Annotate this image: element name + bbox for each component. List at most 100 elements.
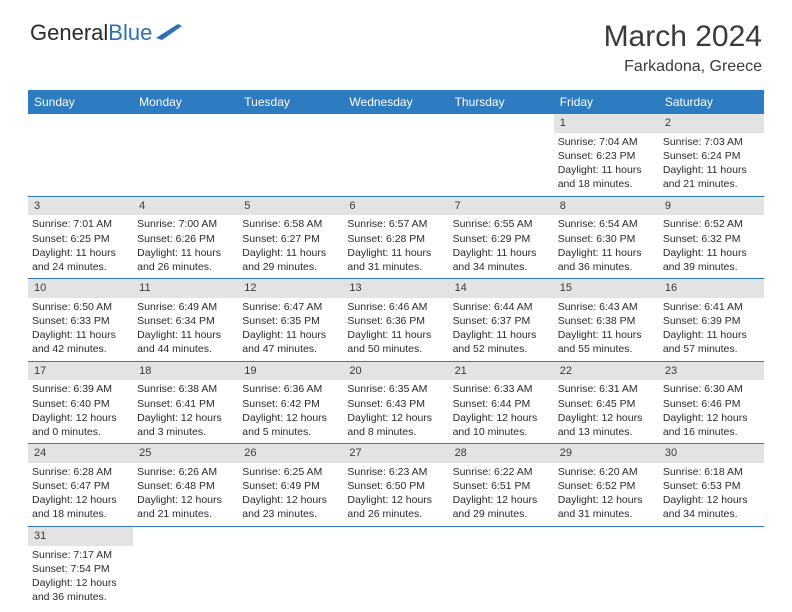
- daylight-text: Daylight: 11 hours and 55 minutes.: [558, 328, 655, 356]
- day-body: Sunrise: 6:31 AMSunset: 6:45 PMDaylight:…: [554, 380, 659, 443]
- day-number: 9: [659, 197, 764, 216]
- sunrise-text: Sunrise: 6:44 AM: [453, 300, 550, 314]
- calendar-cell: 16Sunrise: 6:41 AMSunset: 6:39 PMDayligh…: [659, 279, 764, 362]
- daylight-text: Daylight: 12 hours and 3 minutes.: [137, 411, 234, 439]
- sunset-text: Sunset: 6:51 PM: [453, 479, 550, 493]
- sunrise-text: Sunrise: 7:01 AM: [32, 217, 129, 231]
- sunset-text: Sunset: 6:43 PM: [347, 397, 444, 411]
- calendar-cell: 15Sunrise: 6:43 AMSunset: 6:38 PMDayligh…: [554, 279, 659, 362]
- calendar-row: 17Sunrise: 6:39 AMSunset: 6:40 PMDayligh…: [28, 361, 764, 444]
- calendar-cell: 24Sunrise: 6:28 AMSunset: 6:47 PMDayligh…: [28, 444, 133, 527]
- day-body: [449, 546, 554, 552]
- day-number: 31: [28, 527, 133, 546]
- calendar-cell: [133, 114, 238, 196]
- sunrise-text: Sunrise: 6:46 AM: [347, 300, 444, 314]
- daylight-text: Daylight: 12 hours and 26 minutes.: [347, 493, 444, 521]
- daylight-text: Daylight: 11 hours and 24 minutes.: [32, 246, 129, 274]
- daylight-text: Daylight: 12 hours and 23 minutes.: [242, 493, 339, 521]
- location-label: Farkadona, Greece: [604, 58, 762, 76]
- calendar-cell: 13Sunrise: 6:46 AMSunset: 6:36 PMDayligh…: [343, 279, 448, 362]
- day-body: Sunrise: 7:17 AMSunset: 7:54 PMDaylight:…: [28, 546, 133, 609]
- sunrise-text: Sunrise: 7:03 AM: [663, 135, 760, 149]
- day-body: [28, 133, 133, 139]
- day-number: 5: [238, 197, 343, 216]
- daylight-text: Daylight: 12 hours and 5 minutes.: [242, 411, 339, 439]
- sunset-text: Sunset: 6:23 PM: [558, 149, 655, 163]
- sunset-text: Sunset: 6:33 PM: [32, 314, 129, 328]
- calendar-cell: 26Sunrise: 6:25 AMSunset: 6:49 PMDayligh…: [238, 444, 343, 527]
- sunrise-text: Sunrise: 6:57 AM: [347, 217, 444, 231]
- daylight-text: Daylight: 12 hours and 31 minutes.: [558, 493, 655, 521]
- sunrise-text: Sunrise: 6:52 AM: [663, 217, 760, 231]
- sunrise-text: Sunrise: 6:49 AM: [137, 300, 234, 314]
- weekday-header: Sunday: [28, 90, 133, 114]
- daylight-text: Daylight: 12 hours and 18 minutes.: [32, 493, 129, 521]
- calendar-cell: 10Sunrise: 6:50 AMSunset: 6:33 PMDayligh…: [28, 279, 133, 362]
- logo-word2: Blue: [108, 20, 152, 45]
- logo: GeneralBlue: [30, 20, 182, 46]
- day-body: Sunrise: 6:50 AMSunset: 6:33 PMDaylight:…: [28, 298, 133, 361]
- calendar-cell: [449, 526, 554, 608]
- day-body: Sunrise: 6:20 AMSunset: 6:52 PMDaylight:…: [554, 463, 659, 526]
- day-number: 30: [659, 444, 764, 463]
- calendar-cell: 30Sunrise: 6:18 AMSunset: 6:53 PMDayligh…: [659, 444, 764, 527]
- sunrise-text: Sunrise: 7:04 AM: [558, 135, 655, 149]
- weekday-header: Thursday: [449, 90, 554, 114]
- day-body: Sunrise: 6:28 AMSunset: 6:47 PMDaylight:…: [28, 463, 133, 526]
- daylight-text: Daylight: 11 hours and 42 minutes.: [32, 328, 129, 356]
- sunset-text: Sunset: 6:40 PM: [32, 397, 129, 411]
- weekday-header: Wednesday: [343, 90, 448, 114]
- sunrise-text: Sunrise: 6:54 AM: [558, 217, 655, 231]
- calendar-row: 3Sunrise: 7:01 AMSunset: 6:25 PMDaylight…: [28, 196, 764, 279]
- daylight-text: Daylight: 11 hours and 29 minutes.: [242, 246, 339, 274]
- day-body: [133, 133, 238, 139]
- sunset-text: Sunset: 6:42 PM: [242, 397, 339, 411]
- day-body: Sunrise: 6:26 AMSunset: 6:48 PMDaylight:…: [133, 463, 238, 526]
- daylight-text: Daylight: 12 hours and 34 minutes.: [663, 493, 760, 521]
- sunset-text: Sunset: 6:52 PM: [558, 479, 655, 493]
- daylight-text: Daylight: 12 hours and 10 minutes.: [453, 411, 550, 439]
- day-number: 11: [133, 279, 238, 298]
- day-body: Sunrise: 6:44 AMSunset: 6:37 PMDaylight:…: [449, 298, 554, 361]
- sunrise-text: Sunrise: 6:28 AM: [32, 465, 129, 479]
- day-number: 12: [238, 279, 343, 298]
- sunrise-text: Sunrise: 6:36 AM: [242, 382, 339, 396]
- sunrise-text: Sunrise: 6:23 AM: [347, 465, 444, 479]
- sunrise-text: Sunrise: 7:17 AM: [32, 548, 129, 562]
- calendar-cell: [449, 114, 554, 196]
- calendar-cell: 27Sunrise: 6:23 AMSunset: 6:50 PMDayligh…: [343, 444, 448, 527]
- calendar-cell: 1Sunrise: 7:04 AMSunset: 6:23 PMDaylight…: [554, 114, 659, 196]
- day-body: Sunrise: 6:36 AMSunset: 6:42 PMDaylight:…: [238, 380, 343, 443]
- day-number: 29: [554, 444, 659, 463]
- day-number: 28: [449, 444, 554, 463]
- day-body: Sunrise: 6:38 AMSunset: 6:41 PMDaylight:…: [133, 380, 238, 443]
- day-body: Sunrise: 7:01 AMSunset: 6:25 PMDaylight:…: [28, 215, 133, 278]
- sunset-text: Sunset: 6:48 PM: [137, 479, 234, 493]
- daylight-text: Daylight: 11 hours and 34 minutes.: [453, 246, 550, 274]
- calendar-cell: 11Sunrise: 6:49 AMSunset: 6:34 PMDayligh…: [133, 279, 238, 362]
- sunrise-text: Sunrise: 6:18 AM: [663, 465, 760, 479]
- daylight-text: Daylight: 12 hours and 36 minutes.: [32, 576, 129, 604]
- calendar-cell: [238, 114, 343, 196]
- day-body: Sunrise: 6:18 AMSunset: 6:53 PMDaylight:…: [659, 463, 764, 526]
- calendar-cell: [343, 114, 448, 196]
- sunset-text: Sunset: 6:24 PM: [663, 149, 760, 163]
- day-body: Sunrise: 6:33 AMSunset: 6:44 PMDaylight:…: [449, 380, 554, 443]
- day-number: 25: [133, 444, 238, 463]
- day-body: [554, 546, 659, 552]
- day-body: [238, 546, 343, 552]
- daylight-text: Daylight: 12 hours and 13 minutes.: [558, 411, 655, 439]
- calendar-cell: 19Sunrise: 6:36 AMSunset: 6:42 PMDayligh…: [238, 361, 343, 444]
- sunset-text: Sunset: 6:29 PM: [453, 232, 550, 246]
- day-number: 8: [554, 197, 659, 216]
- daylight-text: Daylight: 11 hours and 47 minutes.: [242, 328, 339, 356]
- sunrise-text: Sunrise: 6:50 AM: [32, 300, 129, 314]
- calendar-cell: 3Sunrise: 7:01 AMSunset: 6:25 PMDaylight…: [28, 196, 133, 279]
- daylight-text: Daylight: 11 hours and 31 minutes.: [347, 246, 444, 274]
- day-body: Sunrise: 6:47 AMSunset: 6:35 PMDaylight:…: [238, 298, 343, 361]
- calendar-cell: [133, 526, 238, 608]
- calendar-cell: 23Sunrise: 6:30 AMSunset: 6:46 PMDayligh…: [659, 361, 764, 444]
- sunset-text: Sunset: 6:49 PM: [242, 479, 339, 493]
- sunrise-text: Sunrise: 6:26 AM: [137, 465, 234, 479]
- sunset-text: Sunset: 6:53 PM: [663, 479, 760, 493]
